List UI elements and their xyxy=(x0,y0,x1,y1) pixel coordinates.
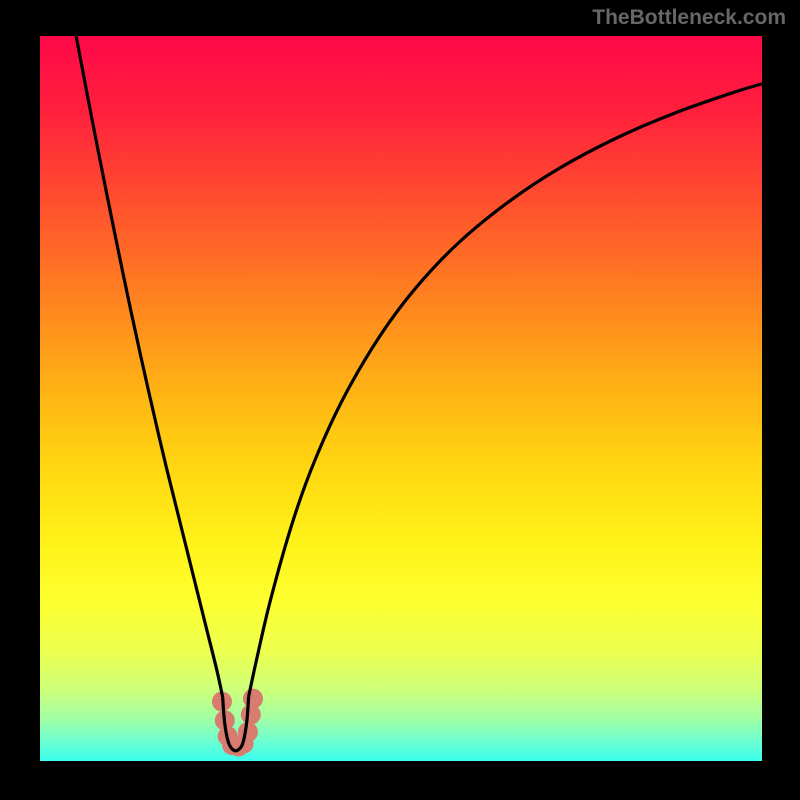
marker-blob xyxy=(243,689,263,709)
left-curve xyxy=(76,36,223,697)
marker-blobs xyxy=(212,689,263,757)
watermark-text: TheBottleneck.com xyxy=(592,6,786,30)
plot-area xyxy=(40,36,762,761)
right-curve xyxy=(249,84,762,697)
chart-svg xyxy=(40,36,762,761)
canvas: TheBottleneck.com xyxy=(0,0,800,800)
